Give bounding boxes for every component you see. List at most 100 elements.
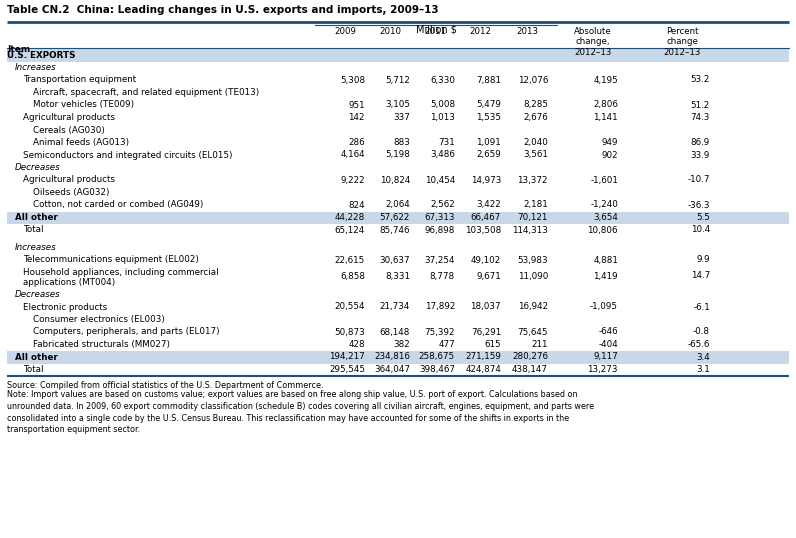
Text: 1,091: 1,091 [476, 138, 501, 147]
Text: Note: Import values are based on customs value; export values are based on free : Note: Import values are based on customs… [7, 390, 594, 434]
Text: 3,105: 3,105 [385, 101, 410, 110]
Text: 2009: 2009 [334, 27, 356, 36]
Bar [7, 211, 789, 224]
Text: 1,419: 1,419 [593, 272, 618, 280]
Text: 3,486: 3,486 [430, 151, 455, 159]
Text: 258,675: 258,675 [419, 352, 455, 362]
Text: 2,181: 2,181 [523, 201, 548, 209]
Text: 615: 615 [485, 340, 501, 349]
Text: 2010: 2010 [379, 27, 401, 36]
Text: Decreases: Decreases [15, 163, 60, 172]
Text: 85,746: 85,746 [380, 225, 410, 235]
Text: 17,892: 17,892 [424, 302, 455, 312]
Text: 68,148: 68,148 [380, 328, 410, 336]
Text: 37,254: 37,254 [424, 256, 455, 265]
Text: 2013: 2013 [516, 27, 538, 36]
Text: 477: 477 [439, 340, 455, 349]
Text: 2011: 2011 [424, 27, 446, 36]
Text: Million $: Million $ [416, 24, 456, 34]
Text: 33.9: 33.9 [691, 151, 710, 159]
Text: 2,806: 2,806 [593, 101, 618, 110]
Text: 7,881: 7,881 [476, 75, 501, 84]
Text: -36.3: -36.3 [688, 201, 710, 209]
Text: 5,712: 5,712 [385, 75, 410, 84]
Text: 70,121: 70,121 [517, 213, 548, 222]
Text: 3,561: 3,561 [523, 151, 548, 159]
Text: Computers, peripherals, and parts (EL017): Computers, peripherals, and parts (EL017… [33, 328, 220, 336]
Text: 49,102: 49,102 [470, 256, 501, 265]
Text: Oilseeds (AG032): Oilseeds (AG032) [33, 188, 110, 197]
Text: 211: 211 [532, 340, 548, 349]
Text: 76,291: 76,291 [470, 328, 501, 336]
Text: 13,273: 13,273 [587, 365, 618, 374]
Text: Semiconductors and integrated circuits (EL015): Semiconductors and integrated circuits (… [23, 151, 232, 159]
Text: 428: 428 [349, 340, 365, 349]
Text: 234,816: 234,816 [374, 352, 410, 362]
Text: 57,622: 57,622 [380, 213, 410, 222]
Text: 9,671: 9,671 [476, 272, 501, 280]
Text: 8,778: 8,778 [430, 272, 455, 280]
Text: 9.9: 9.9 [696, 256, 710, 265]
Text: 5,479: 5,479 [476, 101, 501, 110]
Text: -6.1: -6.1 [693, 302, 710, 312]
Text: 2,659: 2,659 [476, 151, 501, 159]
Text: 424,874: 424,874 [465, 365, 501, 374]
Text: 5,308: 5,308 [340, 75, 365, 84]
Text: 280,276: 280,276 [512, 352, 548, 362]
Text: 194,217: 194,217 [330, 352, 365, 362]
Text: Fabricated structurals (MM027): Fabricated structurals (MM027) [33, 340, 170, 349]
Text: 65,124: 65,124 [335, 225, 365, 235]
Text: 2,676: 2,676 [523, 113, 548, 122]
Text: Percent
change
2012–13: Percent change 2012–13 [663, 27, 700, 57]
Text: 286: 286 [349, 138, 365, 147]
Text: 382: 382 [393, 340, 410, 349]
Text: 2012: 2012 [469, 27, 491, 36]
Text: 44,228: 44,228 [335, 213, 365, 222]
Text: 438,147: 438,147 [512, 365, 548, 374]
Text: 86.9: 86.9 [691, 138, 710, 147]
Text: 10.4: 10.4 [691, 225, 710, 235]
Text: 13,372: 13,372 [517, 175, 548, 185]
Text: 295,545: 295,545 [329, 365, 365, 374]
Text: 337: 337 [393, 113, 410, 122]
Text: 20,554: 20,554 [334, 302, 365, 312]
Text: -646: -646 [599, 328, 618, 336]
Text: 96,898: 96,898 [424, 225, 455, 235]
Text: 9,222: 9,222 [341, 175, 365, 185]
Text: Total: Total [23, 225, 44, 235]
Text: 5,198: 5,198 [385, 151, 410, 159]
Text: 271,159: 271,159 [465, 352, 501, 362]
Bar [7, 351, 789, 364]
Text: -1,601: -1,601 [590, 175, 618, 185]
Text: Aircraft, spacecraft, and related equipment (TE013): Aircraft, spacecraft, and related equipm… [33, 88, 259, 97]
Text: -404: -404 [599, 340, 618, 349]
Text: -65.6: -65.6 [688, 340, 710, 349]
Text: 902: 902 [601, 151, 618, 159]
Text: 12,076: 12,076 [517, 75, 548, 84]
Text: 8,331: 8,331 [385, 272, 410, 280]
Text: 114,313: 114,313 [512, 225, 548, 235]
Text: 398,467: 398,467 [419, 365, 455, 374]
Text: 10,454: 10,454 [424, 175, 455, 185]
Text: 14,973: 14,973 [470, 175, 501, 185]
Text: Motor vehicles (TE009): Motor vehicles (TE009) [33, 101, 134, 110]
Text: 67,313: 67,313 [424, 213, 455, 222]
Text: Absolute
change,
2012–13: Absolute change, 2012–13 [574, 27, 612, 57]
Text: All other: All other [15, 352, 58, 362]
Text: 3.1: 3.1 [696, 365, 710, 374]
Text: Source: Compiled from official statistics of the U.S. Department of Commerce.: Source: Compiled from official statistic… [7, 381, 323, 390]
Text: 142: 142 [349, 113, 365, 122]
Text: 14.7: 14.7 [691, 272, 710, 280]
Text: Increases: Increases [15, 243, 57, 252]
Text: 9,117: 9,117 [593, 352, 618, 362]
Text: 6,330: 6,330 [430, 75, 455, 84]
Text: Agricultural products: Agricultural products [23, 113, 115, 122]
Text: 50,873: 50,873 [334, 328, 365, 336]
Text: 10,806: 10,806 [587, 225, 618, 235]
Text: Animal feeds (AG013): Animal feeds (AG013) [33, 138, 129, 147]
Text: 75,392: 75,392 [424, 328, 455, 336]
Text: 16,942: 16,942 [518, 302, 548, 312]
Text: 2,040: 2,040 [523, 138, 548, 147]
Text: 6,858: 6,858 [340, 272, 365, 280]
Text: Household appliances, including commercial
applications (MT004): Household appliances, including commerci… [23, 268, 219, 287]
